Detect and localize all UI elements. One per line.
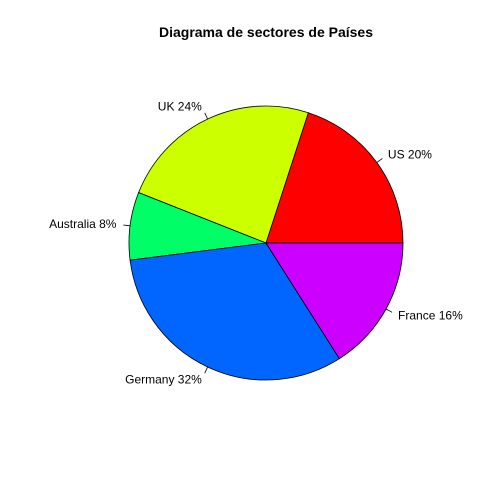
leader-line-us: [376, 158, 383, 163]
slice-label-france: France 16%: [398, 309, 463, 323]
pie-slices: [128, 105, 404, 381]
leader-line-germany: [204, 366, 209, 374]
pie-slice-france: [265, 242, 404, 360]
slice-labels: US 20% UK 24% Australia 8% Germany 32% Franc…: [49, 100, 463, 387]
pie-slice-us: [265, 112, 404, 244]
slice-label-us: US 20%: [388, 147, 432, 161]
leader-line-uk: [204, 112, 209, 120]
slice-label-uk: UK 24%: [158, 100, 202, 114]
slice-label-australia: Australia 8%: [49, 217, 117, 231]
chart-title: Diagrama de sectores de Países: [159, 24, 373, 40]
label-leader-lines: [123, 112, 393, 374]
leader-line-france: [385, 308, 393, 313]
leader-line-australia: [123, 224, 131, 227]
pie-slice-uk: [138, 105, 309, 244]
pie-slice-germany: [129, 242, 340, 381]
slice-label-germany: Germany 32%: [125, 372, 202, 386]
